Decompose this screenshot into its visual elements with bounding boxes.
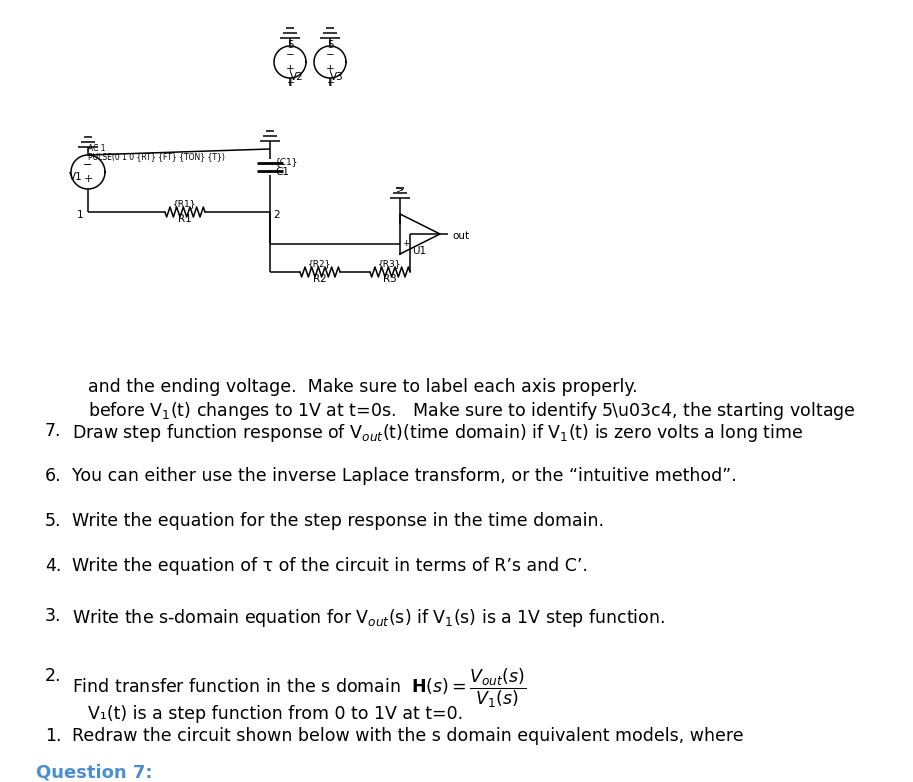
Text: 5: 5 [327,40,333,50]
Text: Question 7:: Question 7: [36,764,152,782]
Text: and the ending voltage.  Make sure to label each axis properly.: and the ending voltage. Make sure to lab… [88,378,637,396]
Text: R1: R1 [178,214,192,224]
Text: {R1}: {R1} [173,199,196,208]
Text: 1: 1 [77,210,83,220]
Text: −: − [83,160,93,170]
Text: before V$_1$(t) changes to 1V at t=0s.   Make sure to identify 5\u03c4, the star: before V$_1$(t) changes to 1V at t=0s. M… [88,400,855,422]
Text: +: + [326,64,334,74]
Text: PULSE(0 1 0 {RT} {FT} {TON} {T}): PULSE(0 1 0 {RT} {FT} {TON} {T}) [88,152,225,161]
Text: C1: C1 [275,167,289,177]
Text: Draw step function response of V$_{out}$(t)(time domain) if V$_1$(t) is zero vol: Draw step function response of V$_{out}$… [72,422,803,444]
Text: 2.: 2. [45,667,61,685]
Text: >: > [396,184,404,194]
Text: +: + [402,239,410,249]
Text: 1.: 1. [45,727,61,745]
Text: +: + [286,64,294,74]
Text: {C1}: {C1} [275,157,299,167]
Text: AC 1: AC 1 [88,144,106,153]
Text: +: + [83,174,93,184]
Text: Write the s-domain equation for V$_{out}$(s) if V$_1$(s) is a 1V step function.: Write the s-domain equation for V$_{out}… [72,607,665,629]
Text: +: + [286,78,294,88]
Text: V1: V1 [69,172,83,182]
Text: 4.: 4. [45,557,61,575]
Text: You can either use the inverse Laplace transform, or the “intuitive method”.: You can either use the inverse Laplace t… [72,467,737,485]
Text: 2: 2 [273,210,279,220]
Text: −: − [286,50,294,60]
Text: R3: R3 [383,274,397,284]
Text: 5.: 5. [45,512,61,530]
Text: V₁(t) is a step function from 0 to 1V at t=0.: V₁(t) is a step function from 0 to 1V at… [88,705,463,723]
Text: Redraw the circuit shown below with the s domain equivalent models, where: Redraw the circuit shown below with the … [72,727,743,745]
Text: 5: 5 [287,40,293,50]
Text: 6.: 6. [45,467,61,485]
Text: U1: U1 [412,246,426,256]
Text: V3: V3 [330,72,344,82]
Text: −: − [326,50,334,60]
Text: {R3}: {R3} [378,259,402,268]
Text: Write the equation of τ of the circuit in terms of R’s and C’.: Write the equation of τ of the circuit i… [72,557,588,575]
Text: V2: V2 [290,72,304,82]
Text: +: + [326,78,334,88]
Text: 7.: 7. [45,422,61,440]
Text: Find transfer function in the s domain  $\mathbf{H}(s) = \dfrac{V_{out}(s)}{V_1(: Find transfer function in the s domain $… [72,667,527,710]
Text: {R2}: {R2} [309,259,331,268]
Text: out: out [452,231,469,241]
Text: 3.: 3. [45,607,61,625]
Text: R2: R2 [313,274,327,284]
Text: Write the equation for the step response in the time domain.: Write the equation for the step response… [72,512,604,530]
